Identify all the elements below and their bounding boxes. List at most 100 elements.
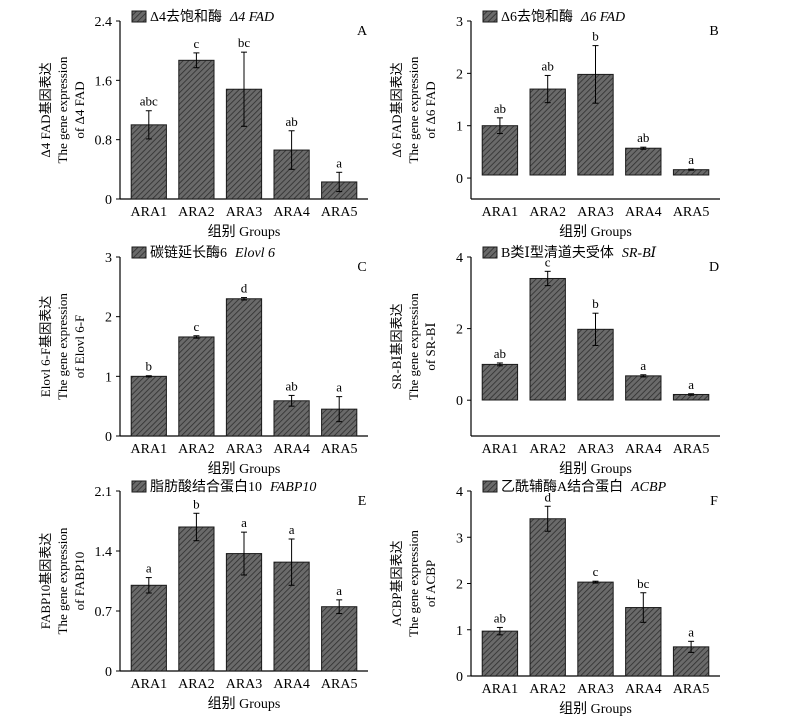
x-tick-label: ARA5 [673, 205, 710, 220]
x-tick-label: ARA1 [131, 205, 168, 220]
significance-letter: b [592, 296, 599, 311]
legend-label: Δ4去饱和酶 Δ4 FAD [150, 9, 274, 25]
y-axis-title-line3: of Δ4 FAD [72, 81, 87, 138]
bar [529, 518, 566, 677]
y-axis-title-line2: The gene expression [406, 293, 421, 400]
significance-letter: d [241, 281, 248, 296]
significance-letter: a [688, 624, 694, 639]
x-axis-title: 组别 Groups [559, 461, 632, 477]
legend-label: 碳链延长酶6 Elovl 6 [150, 245, 275, 261]
panel-e: 0 0.7 1.4 2.1 a ARA1 b ARA2 a ARA3 a ARA4 a ARA5 组别 Gr… [38, 479, 368, 712]
significance-letter: a [688, 377, 694, 392]
y-axis-title-line3: of Δ6 FAD [423, 81, 438, 138]
x-tick-label: ARA3 [577, 442, 614, 457]
legend-label-cn: 碳链延长酶6 [150, 245, 227, 261]
x-tick-label: ARA4 [625, 205, 662, 220]
x-tick-label: ARA3 [577, 205, 614, 220]
legend-swatch [482, 246, 498, 259]
legend-label-gene: Δ4 FAD [229, 10, 274, 25]
bar [178, 526, 215, 672]
significance-letter: c [545, 254, 551, 269]
x-tick-label: ARA2 [178, 205, 215, 220]
y-axis-title-line1: FABP10基因表达 [38, 533, 53, 630]
panel-label: D [709, 260, 719, 275]
y-tick-label: 3 [456, 15, 463, 30]
x-tick-label: ARA4 [273, 677, 310, 692]
legend-swatch [131, 10, 147, 23]
legend-label: 乙酰辅酶A结合蛋白 ACBP [501, 479, 667, 495]
y-tick-label: 0 [105, 193, 112, 208]
significance-letter: d [544, 489, 551, 504]
y-tick-label: 4 [456, 251, 463, 266]
x-tick-label: ARA1 [482, 682, 519, 697]
significance-letter: b [146, 359, 153, 374]
significance-letter: bc [637, 576, 650, 591]
significance-letter: c [194, 319, 200, 334]
bar [130, 375, 167, 437]
y-tick-label: 2 [105, 311, 112, 326]
bar [130, 584, 167, 672]
y-tick-label: 3 [456, 531, 463, 546]
y-tick-label: 0 [105, 430, 112, 445]
y-tick-label: 0.8 [95, 134, 113, 149]
panel-label: F [710, 494, 718, 509]
legend-label-cn: Δ4去饱和酶 [150, 9, 222, 25]
y-axis-title-line2: The gene expression [55, 56, 70, 163]
legend-label-cn: Δ6去饱和酶 [501, 9, 573, 25]
y-tick-label: 1 [456, 624, 463, 639]
bar [225, 298, 263, 437]
significance-letter: ab [285, 378, 297, 393]
significance-letter: a [289, 522, 295, 537]
y-axis-title-line1: Δ4 FAD基因表达 [38, 62, 53, 157]
x-tick-label: ARA4 [273, 205, 310, 220]
y-tick-label: 0 [456, 394, 463, 409]
legend-label-gene: Δ6 FAD [580, 10, 625, 25]
significance-letter: ab [494, 610, 506, 625]
bar [178, 59, 215, 200]
bar [577, 581, 614, 677]
significance-letter: ab [542, 58, 554, 73]
legend-label-cn: 脂肪酸结合蛋白10 [150, 479, 262, 495]
x-tick-label: ARA4 [625, 442, 662, 457]
significance-letter: bc [238, 35, 251, 50]
legend-label: 脂肪酸结合蛋白10 FABP10 [150, 479, 316, 495]
significance-letter: a [336, 155, 342, 170]
legend-swatch [131, 480, 147, 493]
x-axis-title: 组别 Groups [559, 701, 632, 717]
x-tick-label: ARA3 [226, 205, 263, 220]
significance-letter: a [336, 583, 342, 598]
significance-letter: c [194, 36, 200, 51]
y-tick-label: 0 [456, 670, 463, 685]
legend-label-gene: FABP10 [269, 480, 316, 495]
panel-c: 0 1 2 3 b ARA1 c ARA2 d ARA3 ab ARA4 a ARA5 组别 Groups E… [38, 245, 368, 477]
legend-label: B类Ⅰ型清道夫受体 SR-BⅠ [501, 245, 657, 261]
bar [529, 277, 566, 401]
x-axis-title: 组别 Groups [208, 461, 281, 477]
x-axis-title: 组别 Groups [208, 224, 281, 240]
x-tick-label: ARA2 [529, 442, 566, 457]
x-tick-label: ARA4 [273, 442, 310, 457]
legend-label-gene: Elovl 6 [234, 246, 275, 261]
x-tick-label: ARA4 [625, 682, 662, 697]
significance-letter: b [193, 496, 200, 511]
significance-letter: ab [285, 114, 297, 129]
x-tick-label: ARA3 [577, 682, 614, 697]
y-axis-title-line1: Elovl 6-F基因表达 [38, 296, 53, 397]
significance-letter: c [593, 564, 599, 579]
y-axis-title-line1: SR-BⅠ基因表达 [389, 303, 404, 389]
significance-letter: ab [494, 346, 506, 361]
significance-letter: a [640, 358, 646, 373]
legend-label-cn: 乙酰辅酶A结合蛋白 [501, 479, 623, 495]
x-tick-label: ARA5 [673, 442, 710, 457]
legend-label-gene: ACBP [630, 480, 666, 495]
significance-letter: ab [494, 101, 506, 116]
y-axis-title-line3: of FABP10 [72, 552, 87, 611]
x-tick-label: ARA3 [226, 677, 263, 692]
x-tick-label: ARA1 [131, 442, 168, 457]
y-tick-label: 2 [456, 67, 463, 82]
significance-letter: a [146, 561, 152, 576]
legend-label-gene: SR-BⅠ [622, 246, 657, 261]
bar [178, 336, 215, 437]
legend-swatch [482, 480, 498, 493]
